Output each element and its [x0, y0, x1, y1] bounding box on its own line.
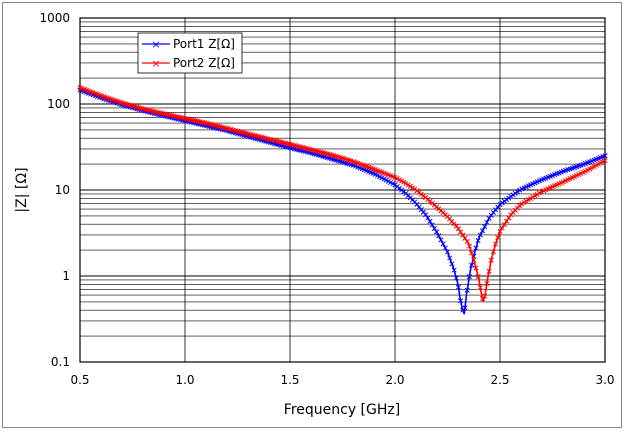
y-tick-label: 1 — [62, 269, 70, 283]
y-tick-label: 100 — [47, 97, 70, 111]
x-tick-labels: 0.5 1.0 1.5 2.0 2.5 3.0 — [70, 373, 614, 387]
plot-area — [79, 17, 606, 363]
legend-label-port2: Port2 Z[Ω] — [173, 56, 235, 70]
x-tick-label: 2.5 — [490, 373, 509, 387]
x-tick-label: 1.0 — [175, 373, 194, 387]
y-tick-labels: 0.1 1 10 100 1000 — [39, 11, 70, 369]
series-2 — [77, 85, 608, 303]
legend-entry-port2: × Port2 Z[Ω] — [142, 56, 235, 70]
legend: × Port1 Z[Ω] × Port2 Z[Ω] — [137, 32, 243, 74]
x-tick-label: 0.5 — [70, 373, 89, 387]
legend-box — [137, 32, 243, 74]
x-tick-label: 2.0 — [385, 373, 404, 387]
x-axis-title: Frequency [GHz] — [284, 402, 400, 418]
y-axis-title: |Z| [Ω] — [14, 167, 30, 212]
series-layer — [77, 85, 608, 315]
legend-entry-port1: × Port1 Z[Ω] — [142, 37, 235, 51]
series-markers — [77, 85, 608, 302]
y-tick-label: 0.1 — [51, 355, 70, 369]
x-tick-label: 1.5 — [280, 373, 299, 387]
y-tick-label: 1000 — [39, 11, 70, 25]
outer-frame — [2, 2, 622, 428]
legend-label-port1: Port1 Z[Ω] — [173, 37, 235, 51]
y-tick-label: 10 — [55, 183, 70, 197]
x-tick-label: 3.0 — [595, 373, 614, 387]
legend-marker-port2: × — [151, 57, 160, 70]
legend-marker-port1: × — [151, 38, 160, 51]
